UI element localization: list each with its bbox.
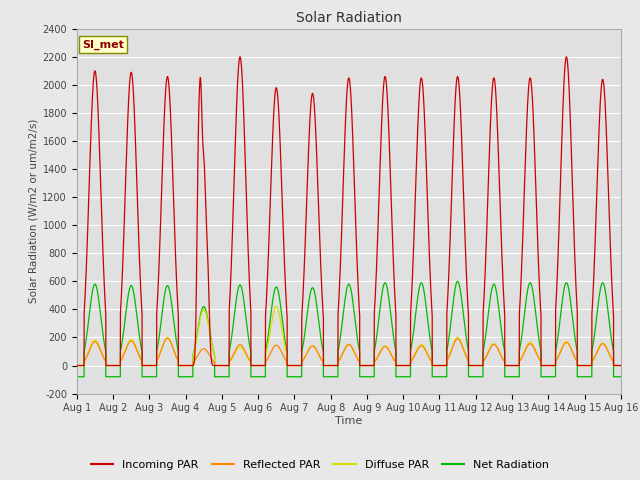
- Text: SI_met: SI_met: [82, 40, 124, 50]
- X-axis label: Time: Time: [335, 416, 362, 426]
- Title: Solar Radiation: Solar Radiation: [296, 11, 402, 25]
- Legend: Incoming PAR, Reflected PAR, Diffuse PAR, Net Radiation: Incoming PAR, Reflected PAR, Diffuse PAR…: [86, 456, 554, 474]
- Y-axis label: Solar Radiation (W/m2 or um/m2/s): Solar Radiation (W/m2 or um/m2/s): [28, 119, 38, 303]
